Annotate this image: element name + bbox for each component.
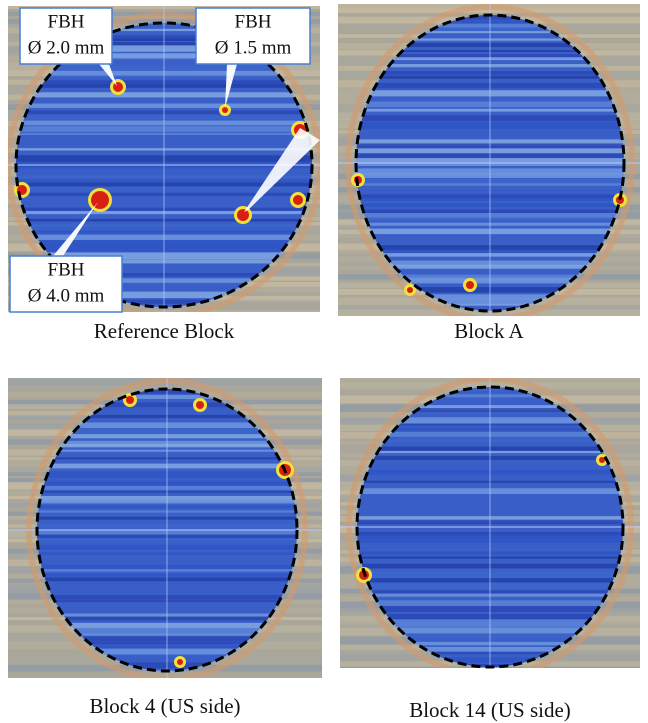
indication <box>293 195 303 205</box>
indication <box>407 287 413 293</box>
indication <box>113 82 123 92</box>
scan-panel: Block 14 (US side) <box>340 378 640 722</box>
annotation-text: FBH <box>48 259 85 280</box>
indication <box>91 191 109 209</box>
annotation-text: Ø 4.0 mm <box>28 285 105 306</box>
panel-caption: Block 14 (US side) <box>409 698 571 722</box>
indication <box>466 281 474 289</box>
indication <box>126 396 134 404</box>
scan-panel: Block 4 (US side) <box>8 378 322 718</box>
figure: Reference Block Block A Block 4 (US side) B… <box>0 0 648 723</box>
indication <box>237 209 249 221</box>
panel-caption: Block A <box>454 319 524 343</box>
scan-image <box>340 378 640 675</box>
indication <box>222 107 228 113</box>
scan-panel: Block A <box>338 4 640 343</box>
scan-image <box>8 378 322 680</box>
panel-caption: Block 4 (US side) <box>89 694 240 718</box>
indication <box>177 659 183 665</box>
annotation-text: FBH <box>235 11 272 32</box>
scan-image <box>338 4 640 319</box>
panel-caption: Reference Block <box>94 319 235 343</box>
annotation-text: Ø 2.0 mm <box>28 37 105 58</box>
annotation-text: Ø 1.5 mm <box>215 37 292 58</box>
indication <box>196 401 204 409</box>
annotation-text: FBH <box>48 11 85 32</box>
